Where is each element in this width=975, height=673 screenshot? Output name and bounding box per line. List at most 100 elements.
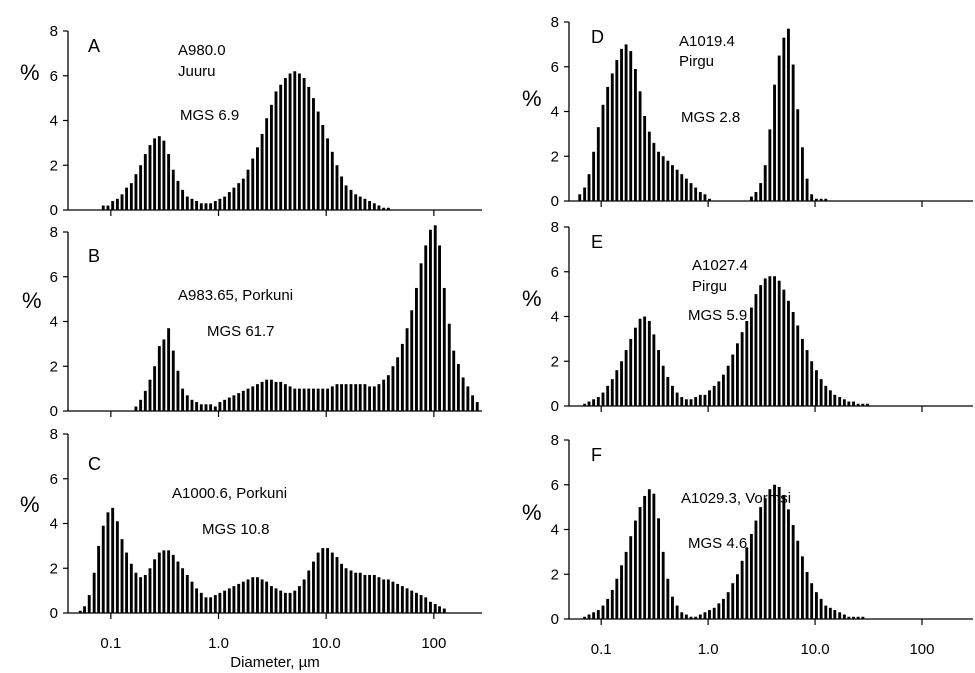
- panel-f-y-tick-label: 8: [551, 432, 559, 449]
- panel-b-bar: [265, 379, 269, 411]
- panel-e-bar: [703, 394, 707, 406]
- panel-a-bar: [176, 180, 180, 210]
- panel-e-bar: [791, 312, 795, 406]
- panel-a-bar: [232, 187, 236, 211]
- panel-d-bar: [819, 198, 823, 201]
- panel-f-mgs-label: MGS 4.6: [688, 535, 747, 552]
- panel-e-y-tick-label: 4: [551, 309, 559, 326]
- panel-c-bar: [265, 581, 269, 613]
- panel-c-letter: C: [88, 454, 101, 474]
- panel-e-bar: [768, 276, 772, 406]
- panel-f-bar: [833, 610, 837, 619]
- panel-b-bar: [218, 402, 222, 411]
- panel-e-bar: [684, 399, 688, 406]
- panel-c-bar: [120, 539, 124, 613]
- panel-c-bar: [111, 507, 115, 613]
- panel-d-bar: [810, 194, 814, 201]
- panel-a-bar: [153, 138, 157, 210]
- panel-f-bar: [675, 605, 679, 619]
- panel-c-y-tick-label: 8: [50, 426, 58, 443]
- panel-d-bar: [824, 198, 828, 201]
- panel-b-bar: [456, 364, 460, 411]
- panel-e-bar: [833, 394, 837, 406]
- panel-c-bar: [237, 583, 241, 613]
- panel-b-bar: [199, 404, 203, 411]
- panel-b-bar: [134, 406, 138, 411]
- panel-c-bar: [232, 586, 236, 613]
- panel-b-bar: [358, 384, 362, 411]
- panel-f-bar: [726, 592, 730, 619]
- panel-b-bar: [307, 388, 311, 412]
- panel-e-bar: [819, 379, 823, 406]
- panel-d-y-tick-label: 8: [551, 14, 559, 31]
- panel-d-bar: [787, 28, 790, 202]
- panel-c-bar: [125, 552, 129, 613]
- panel-b-bar: [400, 343, 404, 412]
- panel-d-bar: [583, 187, 587, 201]
- panel-a-bar: [372, 203, 376, 210]
- panel-a-bar: [302, 77, 306, 211]
- panel-c-bar: [134, 572, 138, 613]
- panel-a-bar: [139, 165, 143, 210]
- panel-c-y-tick-label: 6: [50, 471, 58, 488]
- panel-b-y-tick-label: 8: [50, 224, 58, 241]
- panel-f-bar: [596, 610, 600, 619]
- panel-e-bar: [610, 379, 614, 406]
- panel-e-y-tick-label: 2: [551, 353, 559, 370]
- panel-c-bar: [293, 590, 297, 614]
- panel-a-bar: [134, 174, 138, 210]
- panel-a-bar: [335, 165, 339, 210]
- panel-c-bar: [83, 606, 86, 613]
- panel-f-bar: [606, 598, 610, 619]
- panel-e-bar: [856, 403, 860, 406]
- panel-f-bar: [712, 607, 716, 619]
- panel-e-bar: [647, 320, 651, 406]
- panel-c-bar: [204, 597, 208, 613]
- panel-b-bar: [438, 245, 442, 411]
- panel-b-bar: [475, 402, 479, 411]
- panel-d-bar: [606, 86, 610, 201]
- panel-b-bar: [302, 388, 306, 412]
- panel-c-bar: [241, 581, 245, 613]
- panel-a-bar: [354, 194, 358, 210]
- panel-b-bar: [321, 388, 325, 412]
- panel-b-bar: [190, 399, 194, 411]
- panel-f-bar: [777, 486, 781, 619]
- panel-d-bar: [596, 127, 600, 201]
- panel-d-bar: [578, 194, 582, 201]
- panel-f-bar: [768, 489, 772, 619]
- panel-c-bar: [269, 586, 273, 613]
- panel-f-x-tick-label: 100: [909, 641, 934, 658]
- panel-d-bar: [684, 178, 688, 202]
- panel-f-bar: [657, 518, 660, 619]
- panel-a-bar: [358, 196, 362, 210]
- panel-a-bar: [283, 77, 287, 211]
- panel-a-bar: [227, 192, 231, 210]
- panel-c-bar: [302, 579, 306, 613]
- panel-a-bar: [279, 84, 283, 210]
- panel-d-bar: [657, 151, 660, 201]
- panel-a-bar: [143, 154, 147, 210]
- panel-b-bar: [386, 375, 390, 411]
- panel-c-bar: [209, 597, 213, 613]
- panel-c-x-tick-label: 0.1: [100, 635, 121, 652]
- panel-c-bar: [185, 574, 189, 613]
- panel-f-bar: [749, 533, 753, 619]
- panel-d-bar: [666, 160, 670, 201]
- panel-d-y-tick-label: 0: [551, 193, 559, 210]
- panel-e-bar: [838, 397, 842, 406]
- panel-a-bar: [241, 178, 245, 210]
- panel-a-bar: [265, 118, 269, 210]
- panel-c-bar: [97, 545, 101, 614]
- panel-f-bar: [583, 616, 587, 619]
- panel-a-bar: [293, 71, 297, 210]
- panel-f-bar: [745, 547, 749, 619]
- panel-f-y-tick-label: 0: [551, 611, 559, 628]
- panel-f-bar: [624, 551, 628, 620]
- panel-f-bar: [810, 583, 814, 619]
- panel-c-bar: [256, 577, 259, 613]
- panel-b-bar: [195, 402, 199, 411]
- panel-e-bar: [717, 381, 721, 406]
- panel-b-bar: [372, 386, 376, 411]
- panel-b-bar: [176, 370, 180, 411]
